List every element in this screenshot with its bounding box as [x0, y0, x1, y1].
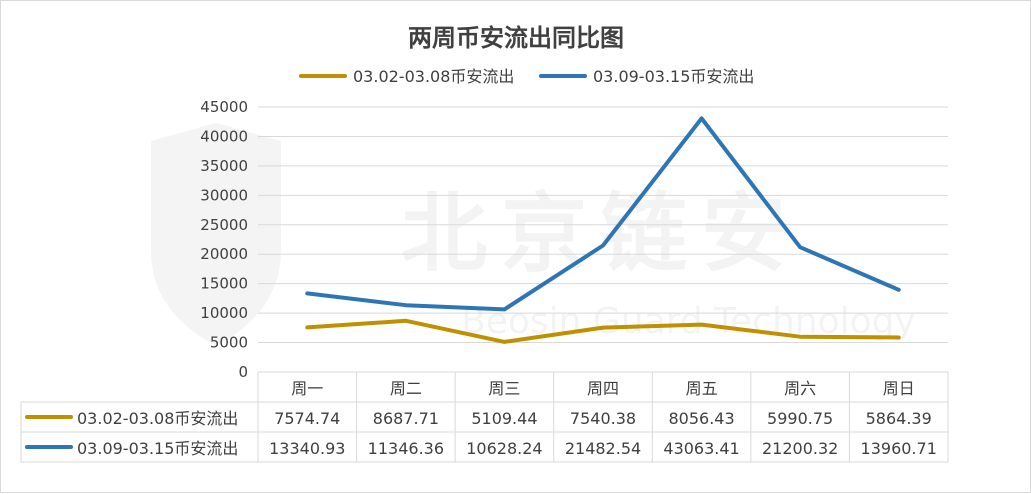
y-tick-label: 10000 — [200, 304, 248, 322]
table-cell-value: 8687.71 — [373, 409, 439, 428]
series-line-1 — [305, 318, 901, 344]
y-axis: 0 5000 10000 15000 20000 25000 30000 35000 40000… — [200, 98, 248, 381]
legend: 03.02-03.08币安流出 03.09-03.15币安流出 — [299, 67, 754, 86]
y-tick-label: 25000 — [200, 216, 248, 234]
y-tick-label: 45000 — [200, 98, 248, 116]
table-cell-value: 11346.36 — [368, 439, 444, 458]
legend-label: 03.02-03.08币安流出 — [353, 67, 514, 86]
table-cell-value: 21200.32 — [762, 439, 838, 458]
table-cell-value: 8056.43 — [668, 409, 734, 428]
x-category-label: 周五 — [686, 379, 718, 398]
y-tick-label: 40000 — [200, 127, 248, 145]
table-cell-value: 5109.44 — [471, 409, 537, 428]
legend-label: 03.09-03.15币安流出 — [593, 67, 754, 86]
table-cell-value: 13340.93 — [269, 439, 345, 458]
table-cell-value: 10628.24 — [466, 439, 542, 458]
series-lines — [305, 116, 901, 344]
table-cell-value: 7540.38 — [570, 409, 636, 428]
y-tick-label: 30000 — [200, 186, 248, 204]
grid-lines — [258, 106, 948, 373]
y-tick-label: 5000 — [210, 334, 248, 352]
x-category-label: 周六 — [784, 379, 816, 398]
table-cell-value: 13960.71 — [861, 439, 937, 458]
y-tick-label: 0 — [238, 363, 248, 381]
x-category-label: 周二 — [390, 379, 422, 398]
y-tick-label: 35000 — [200, 157, 248, 175]
table-row-label: 03.02-03.08币安流出 — [77, 409, 238, 428]
table-cell-value: 7574.74 — [274, 409, 340, 428]
x-category-label: 周三 — [488, 379, 520, 398]
x-category-label: 周日 — [883, 379, 915, 398]
table-cell-value: 5864.39 — [866, 409, 932, 428]
watermark-text: 北京链安 — [401, 184, 801, 284]
series-line-2 — [305, 116, 901, 312]
y-tick-label: 20000 — [200, 245, 248, 263]
data-table: 周一 周二 周三 周四 周五 周六 周日 03.02-03.08币安流出 7574.74 8687… — [20, 371, 949, 463]
table-cell-value: 21482.54 — [565, 439, 641, 458]
table-row-label: 03.09-03.15币安流出 — [77, 439, 238, 458]
shield-icon — [151, 123, 281, 346]
table-cell-value: 5990.75 — [767, 409, 833, 428]
watermark: 北京链安 Beosin Guard Technology — [151, 123, 916, 346]
x-category-label: 周四 — [587, 379, 619, 398]
table-cell-value: 43063.41 — [663, 439, 739, 458]
x-category-label: 周一 — [291, 379, 323, 398]
chart-title: 两周币安流出同比图 — [408, 24, 624, 52]
y-tick-label: 15000 — [200, 275, 248, 293]
